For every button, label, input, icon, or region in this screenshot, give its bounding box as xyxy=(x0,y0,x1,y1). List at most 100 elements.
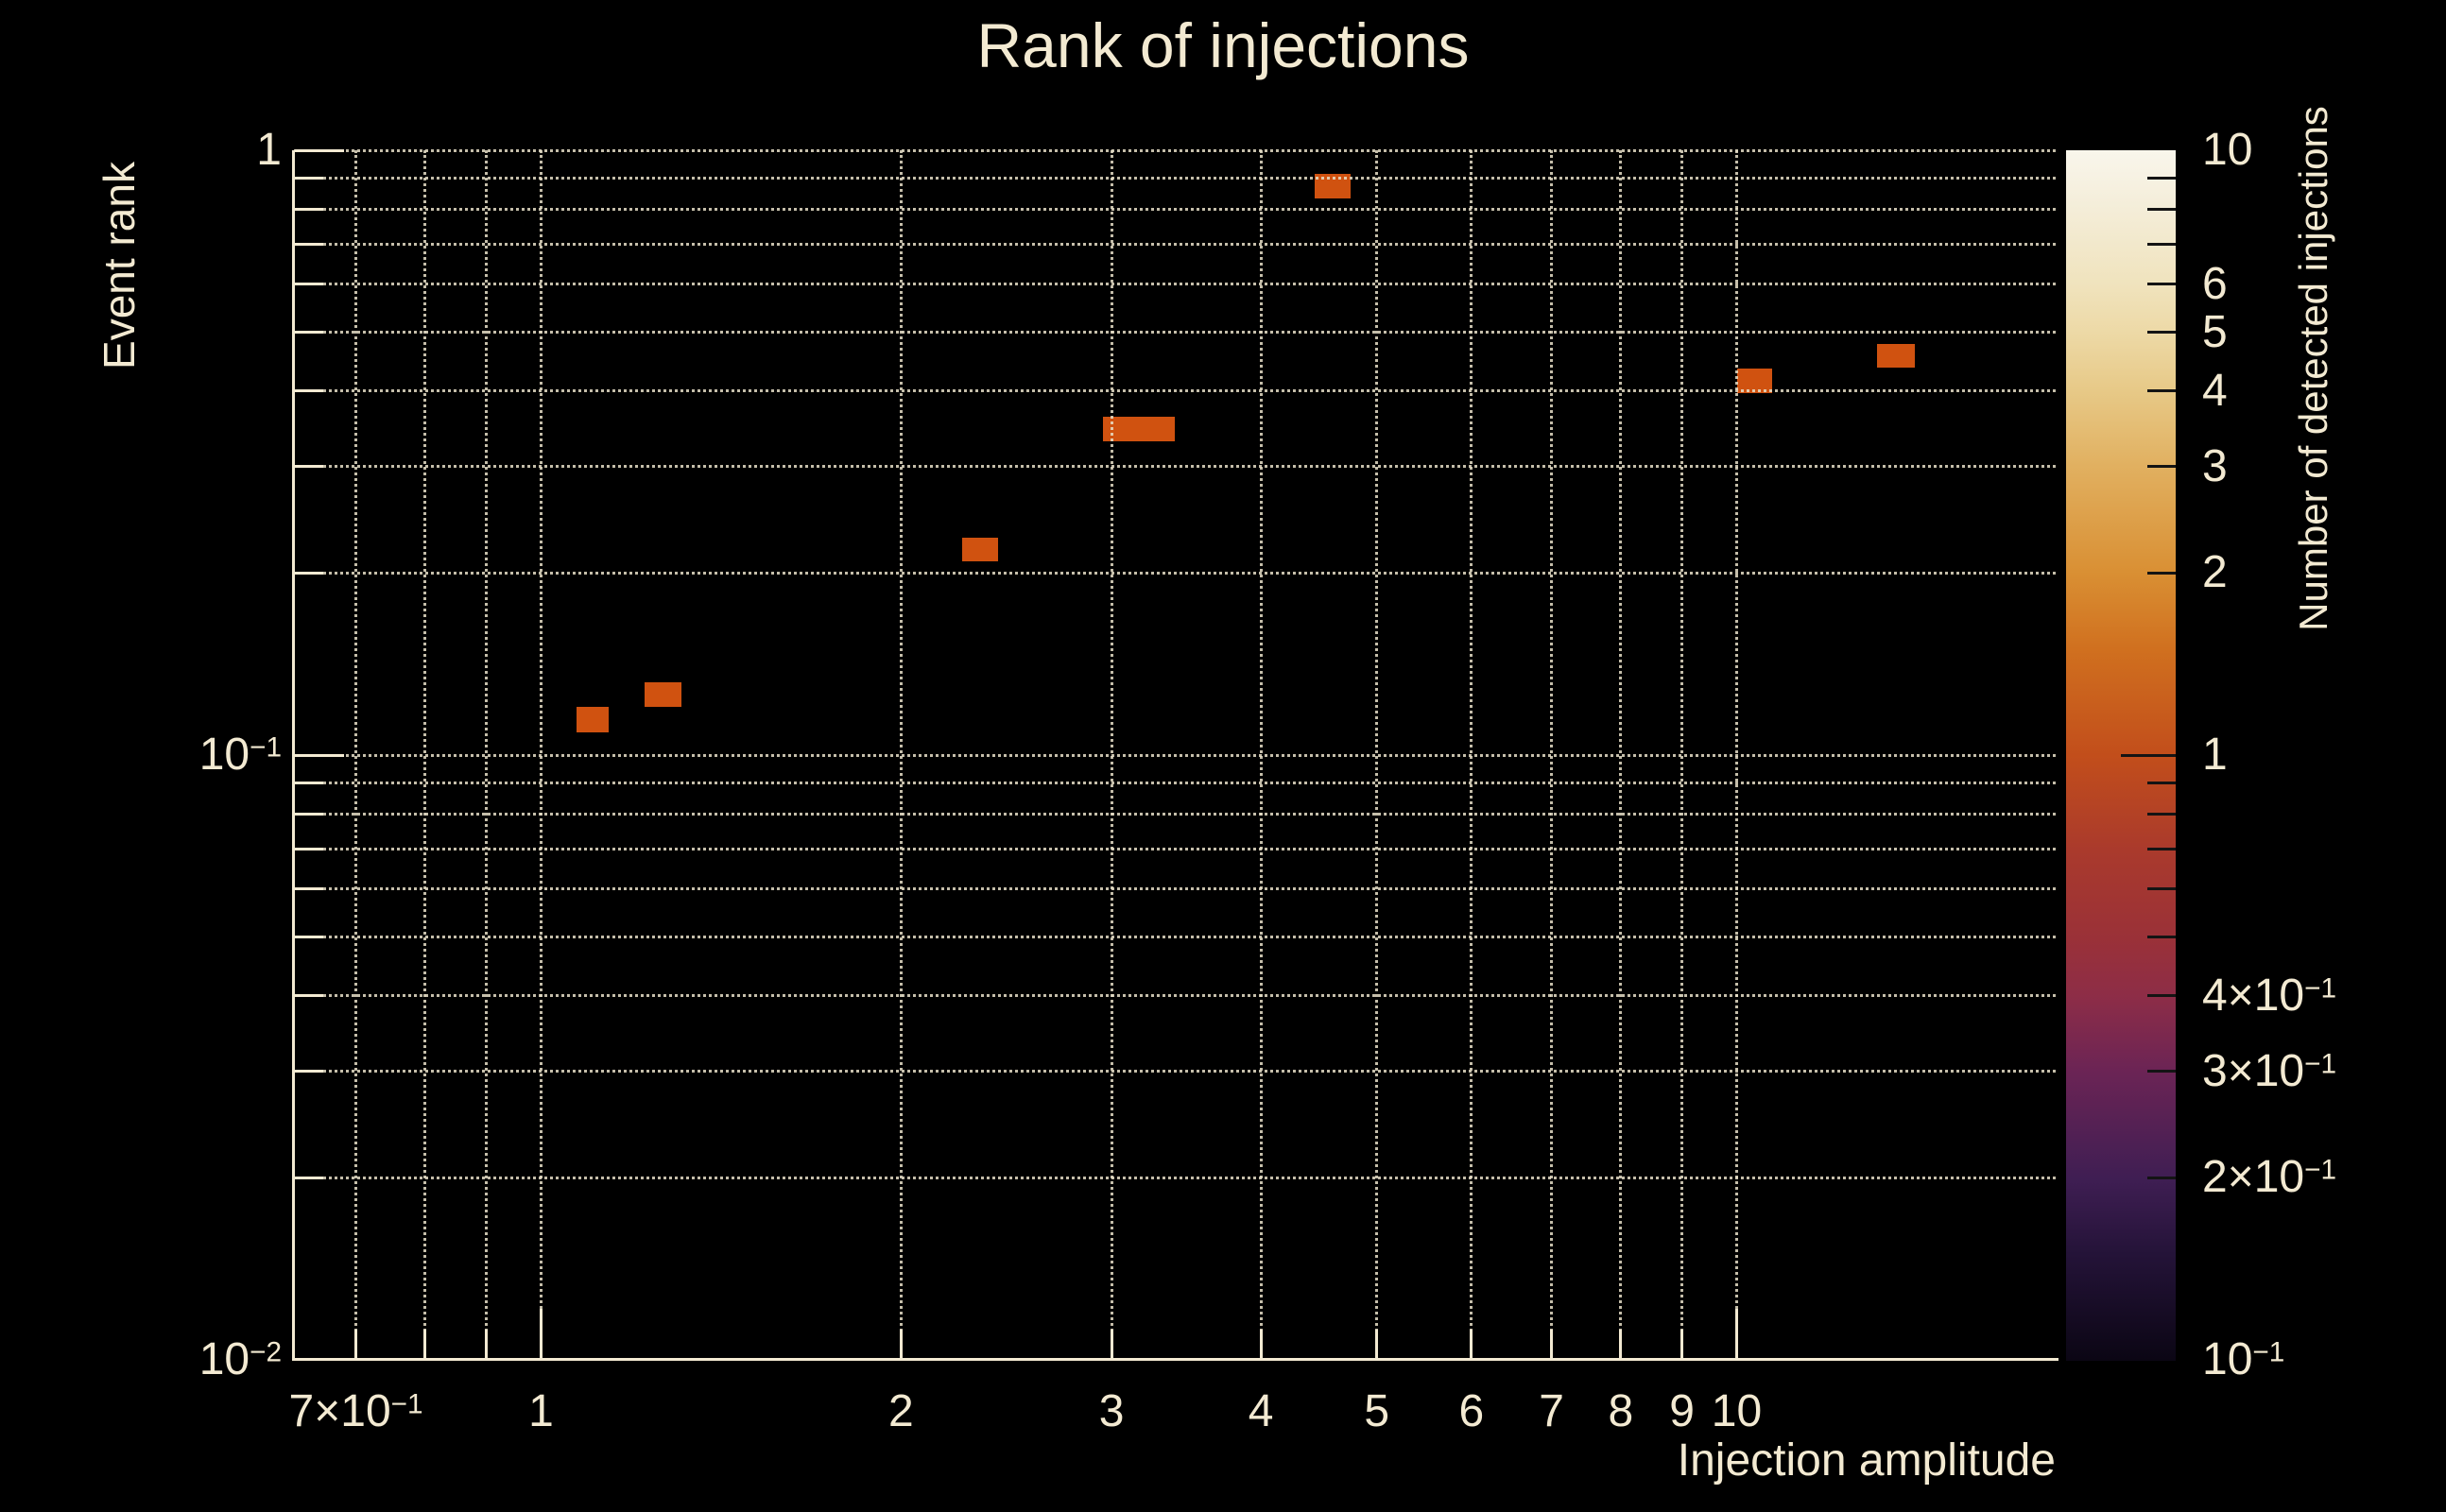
x-axis-tick xyxy=(1110,1330,1113,1358)
y-gridline xyxy=(294,465,2056,469)
y-gridline xyxy=(294,847,2056,850)
colorbar-tick xyxy=(2147,465,2176,469)
heatmap-cell xyxy=(576,707,610,733)
y-gridline xyxy=(294,389,2056,393)
colorbar-tick-label: 10 xyxy=(2202,125,2253,175)
x-tick-label: 3 xyxy=(1098,1386,1125,1436)
colorbar-tick xyxy=(2147,812,2176,816)
y-gridline xyxy=(294,283,2056,286)
y-axis-tick xyxy=(295,936,323,939)
heatmap-cell xyxy=(1876,343,1916,369)
y-gridline xyxy=(294,936,2056,939)
y-axis-tick xyxy=(295,812,323,816)
chart-title: Rank of injections xyxy=(976,10,1470,80)
colorbar-tick xyxy=(2121,753,2176,757)
y-gridline xyxy=(294,331,2056,335)
colorbar-tick xyxy=(2147,283,2176,286)
y-gridline xyxy=(294,242,2056,246)
x-axis-tick xyxy=(1259,1330,1263,1358)
y-axis-tick xyxy=(295,242,323,246)
y-axis-line xyxy=(292,150,295,1361)
y-axis-tick xyxy=(295,389,323,393)
y-axis-title: Event rank xyxy=(95,162,144,369)
colorbar-tick-label: 4 xyxy=(2202,365,2228,416)
y-gridline xyxy=(294,994,2056,998)
heatmap-cell xyxy=(1736,368,1772,393)
x-tick-label: 4 xyxy=(1248,1386,1274,1436)
x-tick-label: 7 xyxy=(1539,1386,1564,1436)
y-axis-tick xyxy=(295,847,323,850)
colorbar-tick-label: 6 xyxy=(2202,258,2228,309)
y-gridline xyxy=(294,887,2056,891)
x-tick-label: 8 xyxy=(1608,1386,1634,1436)
colorbar-tick-label: 2×10−1 xyxy=(2202,1152,2337,1203)
colorbar-tick xyxy=(2147,1176,2176,1179)
x-tick-label: 5 xyxy=(1364,1386,1390,1436)
x-axis-tick xyxy=(1680,1330,1684,1358)
colorbar-tick xyxy=(2147,176,2176,180)
colorbar-tick xyxy=(2147,994,2176,998)
heatmap-cell xyxy=(962,537,998,562)
x-axis-tick xyxy=(485,1330,489,1358)
y-gridline xyxy=(294,1070,2056,1074)
y-axis-tick xyxy=(295,148,344,152)
colorbar-tick xyxy=(2147,781,2176,784)
x-axis-tick xyxy=(423,1330,427,1358)
colorbar-tick-label: 4×10−1 xyxy=(2202,970,2337,1021)
colorbar-tick xyxy=(2147,1070,2176,1074)
y-axis-tick xyxy=(295,465,323,469)
colorbar-tick xyxy=(2147,936,2176,939)
colorbar-tick-label: 2 xyxy=(2202,547,2228,598)
colorbar-tick xyxy=(2147,887,2176,891)
y-axis-tick xyxy=(295,283,323,286)
x-axis-tick xyxy=(899,1330,903,1358)
colorbar-tick-label: 10−1 xyxy=(2202,1334,2285,1384)
x-axis-tick xyxy=(1470,1330,1473,1358)
y-axis-tick xyxy=(295,176,323,180)
x-axis-tick xyxy=(1375,1330,1379,1358)
heatmap-cell xyxy=(1140,417,1176,442)
y-gridline xyxy=(294,176,2056,180)
colorbar-tick-label: 3 xyxy=(2202,440,2228,491)
x-tick-label: 1 xyxy=(528,1386,554,1436)
y-tick-label: 10−2 xyxy=(198,1334,282,1384)
colorbar-tick xyxy=(2147,331,2176,335)
x-tick-label: 6 xyxy=(1458,1386,1485,1436)
x-axis-tick xyxy=(1619,1330,1623,1358)
y-gridline xyxy=(294,812,2056,816)
y-gridline xyxy=(294,148,2056,152)
x-tick-label: 9 xyxy=(1669,1386,1695,1436)
y-axis-tick xyxy=(295,994,323,998)
y-gridline xyxy=(294,571,2056,575)
y-axis-tick xyxy=(295,207,323,211)
colorbar-tick-label: 3×10−1 xyxy=(2202,1045,2337,1096)
colorbar-tick xyxy=(2147,571,2176,575)
x-axis-tick xyxy=(1735,1309,1738,1358)
colorbar-tick xyxy=(2147,242,2176,246)
colorbar-tick xyxy=(2147,389,2176,393)
heatmap-cell xyxy=(1102,417,1141,442)
x-axis-tick xyxy=(354,1330,358,1358)
y-axis-tick xyxy=(295,781,323,784)
x-axis-line xyxy=(292,1358,2058,1361)
y-tick-label: 10−1 xyxy=(198,730,282,780)
y-axis-tick xyxy=(295,331,323,335)
colorbar-tick-label: 1 xyxy=(2202,730,2228,780)
y-gridline xyxy=(294,207,2056,211)
y-axis-tick xyxy=(295,1070,323,1074)
y-axis-tick xyxy=(295,887,323,891)
y-gridline xyxy=(294,1176,2056,1179)
x-axis-tick xyxy=(540,1309,543,1358)
y-axis-tick xyxy=(295,571,323,575)
y-axis-tick xyxy=(295,753,344,757)
y-gridline xyxy=(294,753,2056,757)
x-axis-tick xyxy=(1550,1330,1554,1358)
colorbar-tick xyxy=(2147,847,2176,850)
colorbar-tick xyxy=(2147,207,2176,211)
x-tick-label: 2 xyxy=(887,1386,914,1436)
heatmap-cell xyxy=(644,681,681,708)
y-axis-tick xyxy=(295,1176,323,1179)
y-tick-label: 1 xyxy=(256,125,282,175)
x-tick-label: 7×10−1 xyxy=(288,1386,423,1436)
